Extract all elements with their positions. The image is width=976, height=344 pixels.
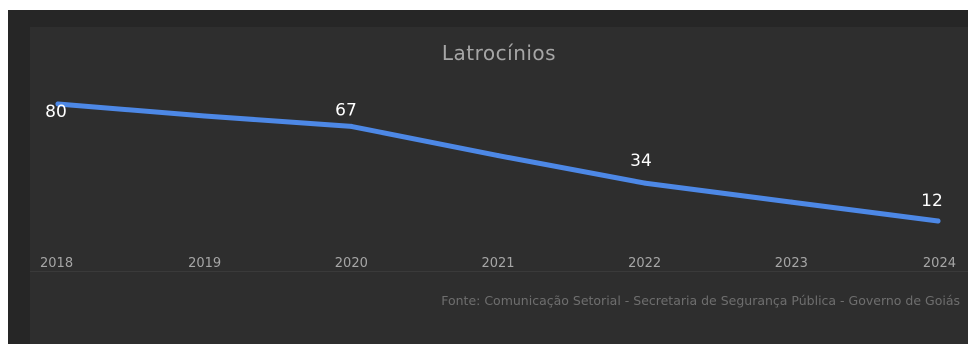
series-line [55, 101, 941, 224]
data-point-2019 [202, 113, 208, 119]
data-point-2023 [788, 199, 794, 205]
x-tick-label-2024: 2024 [923, 256, 956, 271]
data-point-2022 [642, 180, 648, 186]
x-tick-label-2023: 2023 [775, 256, 808, 271]
source-note: Fonte: Comunicação Setorial - Secretaria… [441, 293, 960, 308]
data-point-2024 [935, 218, 941, 224]
data-point-2018 [55, 101, 61, 107]
chart-title: Latrocínios [441, 41, 557, 65]
x-tick-label-2020: 2020 [335, 256, 368, 271]
footer-divider [30, 271, 968, 272]
line-chart: 2018 2019 2020 2021 2022 2023 2024 80 67 34 12 [40, 100, 956, 271]
data-label-2018: 80 [45, 102, 67, 122]
data-label-2020: 67 [335, 100, 357, 120]
data-point-2020 [348, 123, 354, 129]
chart-frame: Latrocínios 2018 2019 2020 2021 2022 2023 2024… [8, 10, 968, 344]
x-tick-label-2022: 2022 [628, 256, 661, 271]
data-point-2021 [495, 153, 501, 159]
chart-panel: Latrocínios 2018 2019 2020 2021 2022 2023 2024… [30, 27, 968, 344]
data-label-2024: 12 [921, 191, 943, 211]
x-tick-label-2021: 2021 [481, 256, 514, 271]
x-tick-label-2019: 2019 [188, 256, 221, 271]
x-tick-label-2018: 2018 [40, 256, 73, 271]
data-label-2022: 34 [630, 151, 652, 171]
